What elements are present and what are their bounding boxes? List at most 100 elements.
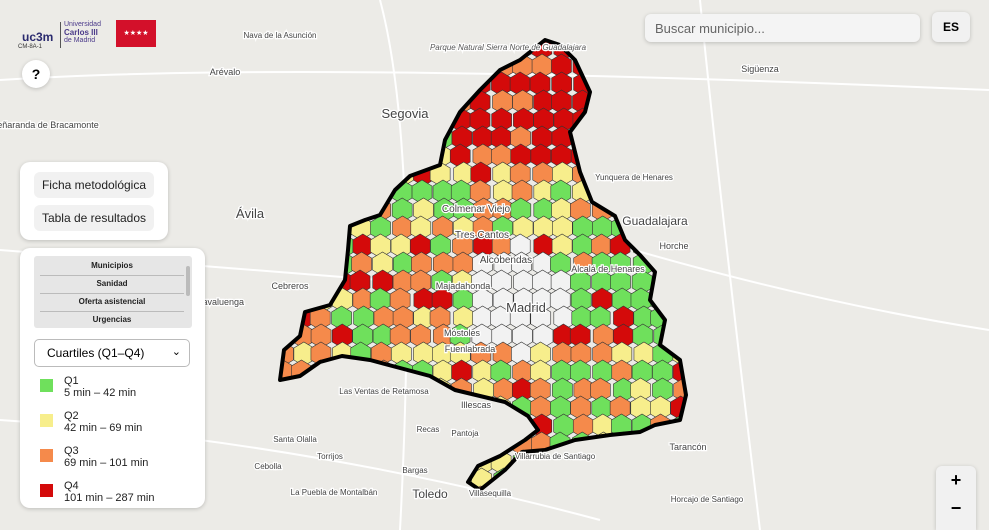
municipality bbox=[569, 323, 591, 349]
municipality bbox=[373, 40, 395, 43]
method-button[interactable]: Ficha metodológica bbox=[34, 172, 154, 198]
legend-label: Q4 bbox=[64, 480, 79, 492]
municipality bbox=[651, 71, 673, 97]
municipality bbox=[611, 359, 633, 385]
layer-list[interactable]: Municipios Sanidad Oferta asistencial Urgen… bbox=[34, 256, 192, 328]
municipality bbox=[570, 341, 592, 367]
uc3m-logo: uc3m bbox=[22, 30, 54, 44]
layer-item[interactable]: Oferta asistencial bbox=[40, 297, 184, 312]
municipality bbox=[292, 71, 313, 97]
help-button[interactable]: ? bbox=[22, 60, 50, 88]
municipality bbox=[351, 449, 372, 475]
municipality bbox=[491, 269, 512, 295]
municipality bbox=[280, 125, 293, 151]
municipality bbox=[691, 378, 711, 402]
municipality bbox=[372, 395, 394, 421]
zoom-in[interactable]: + bbox=[950, 470, 962, 490]
layer-item[interactable]: Sanidad bbox=[40, 279, 184, 294]
municipality bbox=[572, 125, 594, 151]
search-box[interactable]: Buscar municipio... bbox=[645, 14, 920, 42]
municipality bbox=[570, 269, 591, 295]
place-label: Segovia bbox=[382, 106, 430, 121]
municipality bbox=[410, 215, 432, 241]
municipality bbox=[672, 107, 686, 133]
municipality bbox=[510, 467, 531, 490]
municipality bbox=[313, 40, 334, 43]
municipality bbox=[470, 341, 492, 367]
legend-range: 101 min – 287 min bbox=[64, 492, 155, 504]
municipality bbox=[651, 89, 673, 115]
place-label: Toledo bbox=[412, 487, 448, 501]
municipality bbox=[351, 251, 372, 277]
municipality bbox=[280, 53, 292, 79]
municipality bbox=[431, 269, 453, 295]
place-label: Yunquera de Henares bbox=[595, 173, 673, 182]
municipality bbox=[280, 215, 292, 241]
classification-select[interactable]: Cuartiles (Q1–Q4) ⌄ bbox=[34, 339, 190, 367]
municipality bbox=[470, 161, 492, 187]
place-label: Horcajo de Santiago bbox=[671, 495, 744, 504]
municipality bbox=[612, 179, 634, 205]
municipality bbox=[413, 40, 435, 43]
municipality bbox=[630, 377, 651, 403]
municipality bbox=[280, 287, 293, 313]
municipality bbox=[512, 40, 533, 43]
municipality bbox=[280, 89, 295, 115]
municipality bbox=[291, 395, 313, 421]
municipality bbox=[432, 395, 454, 421]
municipality bbox=[312, 251, 334, 277]
municipality bbox=[353, 71, 374, 97]
municipality bbox=[289, 53, 311, 79]
place-label: Bargas bbox=[402, 466, 427, 475]
municipality bbox=[590, 485, 612, 490]
municipality bbox=[389, 287, 411, 313]
language-button[interactable]: ES bbox=[932, 12, 970, 42]
place-label: Santa Olalla bbox=[273, 435, 317, 444]
place-label: La Puebla de Montalbán bbox=[291, 488, 378, 497]
place-label: Illescas bbox=[461, 400, 492, 410]
municipality bbox=[613, 485, 634, 490]
municipality bbox=[280, 179, 295, 205]
municipality bbox=[550, 251, 571, 277]
municipality bbox=[593, 40, 615, 61]
municipality bbox=[411, 53, 433, 79]
municipality bbox=[530, 467, 552, 490]
municipality bbox=[673, 449, 686, 475]
place-label: Guadalajara bbox=[622, 214, 688, 228]
municipality bbox=[511, 251, 532, 277]
municipality bbox=[333, 395, 355, 421]
municipality bbox=[552, 215, 573, 241]
municipality bbox=[550, 485, 572, 490]
municipality bbox=[611, 467, 632, 490]
zoom-out[interactable]: − bbox=[950, 498, 962, 518]
municipality bbox=[690, 360, 710, 384]
municipality bbox=[672, 71, 686, 97]
municipality bbox=[691, 180, 711, 204]
legend-swatch bbox=[40, 414, 53, 427]
municipality bbox=[590, 40, 611, 43]
municipality bbox=[372, 431, 394, 457]
place-label: Villarrubia de Santiago bbox=[515, 452, 596, 461]
place-label: Tarancón bbox=[669, 442, 706, 452]
municipality bbox=[510, 197, 532, 223]
municipality bbox=[352, 53, 373, 79]
madrid-flag: ★★★★ bbox=[116, 20, 156, 47]
results-button[interactable]: Tabla de resultados bbox=[34, 205, 154, 231]
municipality bbox=[352, 40, 374, 43]
municipality bbox=[353, 305, 374, 331]
municipality bbox=[690, 396, 710, 420]
place-label: Fuenlabrada bbox=[445, 344, 496, 354]
municipality bbox=[432, 53, 454, 79]
municipality bbox=[532, 323, 554, 349]
municipality bbox=[670, 269, 686, 295]
municipality bbox=[449, 449, 471, 475]
layer-item[interactable]: Municipios bbox=[40, 261, 184, 276]
municipality bbox=[412, 395, 434, 421]
municipality bbox=[331, 40, 353, 61]
zoom-control: + − bbox=[936, 466, 976, 530]
municipality bbox=[469, 179, 491, 205]
layer-item[interactable]: Urgencias bbox=[40, 315, 184, 328]
municipality bbox=[529, 71, 551, 97]
municipality bbox=[292, 89, 314, 115]
